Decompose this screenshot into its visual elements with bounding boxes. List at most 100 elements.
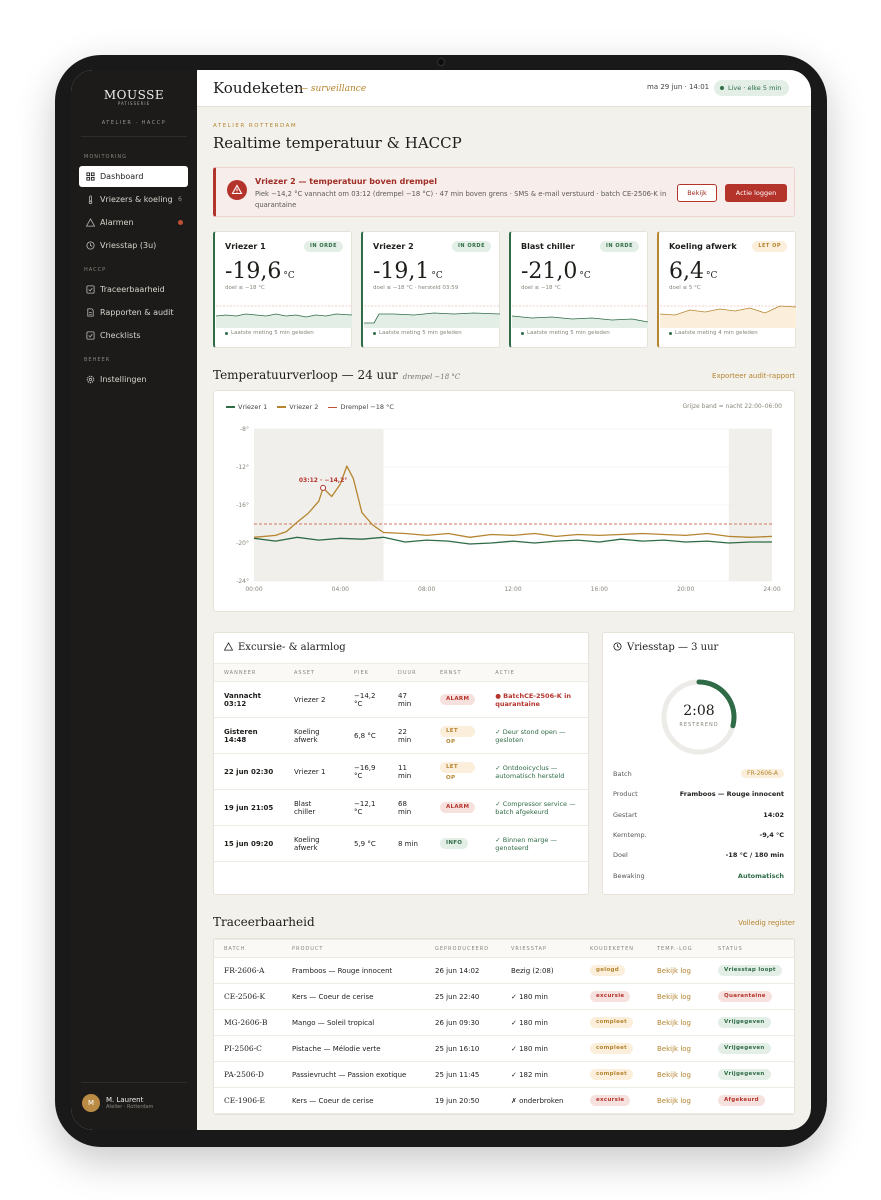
kpi-value-wrap: -19,6 °C: [225, 259, 295, 284]
freeze-row-label: Kerntemp.: [613, 830, 647, 839]
action-text: ✓ Deur stond open — gesloten: [495, 727, 566, 744]
table-row[interactable]: FR-2606-A Framboos — Rouge innocent 26 jun…: [214, 957, 794, 984]
alert-dot: [178, 220, 183, 225]
chart-legend: Vriezer 1 Vriezer 2 Drempel −18 °C: [226, 403, 394, 411]
kpi-target: doel ≤ −18 °C: [225, 285, 265, 291]
export-audit-link[interactable]: Exporteer audit-rapport: [712, 372, 795, 380]
view-button[interactable]: Bekijk: [677, 184, 717, 202]
alarm-log-card: Excursie- & alarmlog WANNEER ASSET PIEK DUU…: [213, 632, 589, 895]
status-badge: Vrijgegeven: [718, 1069, 771, 1080]
table-row[interactable]: Vannacht 03:12 Vriezer 2 −14,2 °C 47 min ALA…: [214, 681, 588, 718]
cell-when: Gisteren 14:48: [214, 717, 284, 754]
sidebar-item-alarmen[interactable]: Alarmen: [79, 212, 188, 233]
freeze-title-wrap: Vriesstap — 3 uur: [613, 642, 718, 653]
view-log-link[interactable]: Bekijk log: [657, 1096, 692, 1105]
gear-icon: [86, 375, 95, 384]
y-tick-label: -16°: [236, 502, 249, 509]
cell-produced: 25 jun 22:40: [425, 983, 501, 1010]
freeze-row: Batch FR-2606-A: [613, 769, 784, 778]
sidebar-item-label: Vriezers & koeling: [100, 195, 173, 204]
avatar: M: [82, 1094, 100, 1112]
chain-badge: excursie: [590, 991, 631, 1002]
status-badge: Afgekeurd: [718, 1095, 765, 1106]
page-title: Realtime temperatuur & HACCP: [213, 134, 462, 152]
table-row[interactable]: 15 jun 09:20 Koeling afwerk 5,9 °C 8 min INF…: [214, 825, 588, 862]
view-log-link[interactable]: Bekijk log: [657, 1044, 692, 1053]
full-register-link[interactable]: Volledig register: [738, 919, 795, 927]
status-badge: IN ORDE: [600, 241, 639, 252]
column-header: TEMP.-LOG: [647, 939, 708, 958]
table-row[interactable]: 19 jun 21:05 Blast chiller −12,1 °C 68 min A…: [214, 789, 588, 826]
table-row[interactable]: CE-2506-K Kers — Coeur de cerise 25 jun 22…: [214, 983, 794, 1010]
cell-cold-chain: compleet: [580, 1035, 647, 1062]
sidebar-item-instellingen[interactable]: Instellingen: [79, 369, 188, 390]
sidebar-item-vriezers[interactable]: Vriezers & koeling 6: [79, 189, 188, 210]
kpi-card-koeling-afwerk[interactable]: Koeling afwerk LET OP 6,4 °C doel ≤ 5 °C …: [657, 231, 796, 348]
kpi-card-vriezer-2[interactable]: Vriezer 2 IN ORDE -19,1 °C doel ≤ −18 °C …: [361, 231, 500, 348]
status-badge: Vrijgegeven: [718, 1017, 771, 1028]
cell-when: 22 jun 02:30: [214, 753, 284, 790]
sidebar-item-vriesstap[interactable]: Vriesstap (3u): [79, 235, 188, 256]
cell-produced: 25 jun 16:10: [425, 1035, 501, 1062]
view-log-link[interactable]: Bekijk log: [657, 1018, 692, 1027]
table-row[interactable]: Gisteren 14:48 Koeling afwerk 6,8 °C 22 min…: [214, 717, 588, 754]
cell-produced: 25 jun 11:45: [425, 1061, 501, 1088]
x-tick-label: 08:00: [418, 586, 435, 593]
cell-peak: 6,8 °C: [344, 717, 388, 754]
divider: [81, 136, 187, 137]
temperature-chart-card: Vriezer 1 Vriezer 2 Drempel −18 °C Grijz…: [213, 390, 795, 612]
chart-title: Temperatuurverloop — 24 uur: [213, 368, 398, 382]
table-row[interactable]: CE-1906-E Kers — Coeur de cerise 19 jun 20…: [214, 1087, 794, 1114]
kpi-card-vriezer-1[interactable]: Vriezer 1 IN ORDE -19,6 °C doel ≤ −18 °C …: [213, 231, 352, 348]
view-log-link[interactable]: Bekijk log: [657, 1070, 692, 1079]
status-badge: IN ORDE: [304, 241, 343, 252]
sidebar-item-label: Rapporten & audit: [100, 308, 174, 317]
series-line-2: [253, 465, 773, 538]
cell-action: ✓ Binnen marge — genoteerd: [485, 825, 588, 862]
cell-peak: −16,9 °C: [344, 753, 388, 790]
sidebar: MOUSSE PATISSERIE ATELIER · HACCP MONITO…: [71, 70, 197, 1130]
cell-batch: CE-1906-E: [214, 1087, 282, 1114]
brand-sub: ATELIER · HACCP: [101, 120, 167, 126]
column-header: PRODUCT: [282, 939, 425, 958]
user-profile[interactable]: M M. Laurent Atelier · Rotterdam: [82, 1094, 153, 1112]
kpi-value-wrap: -19,1 °C: [373, 259, 443, 284]
cell-status: Vrijgegeven: [708, 1061, 794, 1088]
cell-product: Framboos — Rouge innocent: [282, 957, 425, 984]
page-kicker: ATELIER ROTTERDAM: [213, 123, 298, 129]
kpi-unit: °C: [706, 271, 718, 281]
log-action-button[interactable]: Actie loggen: [725, 184, 787, 202]
kpi-card-blast-chiller[interactable]: Blast chiller IN ORDE -21,0 °C doel ≤ −18…: [509, 231, 648, 348]
alert-text: Piek −14,2 °C vannacht om 03:12 (drempel…: [255, 190, 667, 209]
cell-status: Vriesstap loopt: [708, 957, 794, 984]
section-haccp: HACCP: [84, 267, 107, 273]
sidebar-item-label: Traceerbaarheid: [100, 285, 165, 294]
severity-badge: ALARM: [440, 694, 476, 705]
cell-batch: FR-2606-A: [214, 957, 282, 984]
view-log-link[interactable]: Bekijk log: [657, 966, 692, 975]
sidebar-item-traceerbaarheid[interactable]: Traceerbaarheid: [79, 279, 188, 300]
cell-duration: 22 min: [388, 717, 430, 754]
section-monitoring: MONITORING: [84, 154, 128, 160]
table-row[interactable]: MG-2606-B Mango — Soleil tropical 26 jun 0…: [214, 1009, 794, 1036]
cell-freeze-step: ✓ 180 min: [501, 1035, 580, 1062]
cell-freeze-step: ✓ 180 min: [501, 983, 580, 1010]
alert-banner: Vriezer 2 — temperatuur boven drempel Pi…: [213, 167, 795, 217]
status-badge: IN ORDE: [452, 241, 491, 252]
brand-logo[interactable]: MOUSSE PATISSERIE ATELIER · HACCP: [71, 88, 197, 126]
table-row[interactable]: PI-2506-C Pistache — Mélodie verte 25 jun …: [214, 1035, 794, 1062]
freeze-row: Product Framboos — Rouge innocent: [613, 790, 784, 798]
table-row[interactable]: 22 jun 02:30 Vriezer 1 −16,9 °C 11 min LET O…: [214, 753, 588, 790]
series-line-1: [253, 536, 772, 545]
freeze-row-value: -18 °C / 180 min: [725, 851, 784, 860]
column-header: WANNEER: [214, 663, 284, 682]
sidebar-item-dashboard[interactable]: Dashboard: [79, 166, 188, 187]
view-log-link[interactable]: Bekijk log: [657, 992, 692, 1001]
sidebar-item-checklists[interactable]: Checklists: [79, 325, 188, 346]
sidebar-item-rapporten[interactable]: Rapporten & audit: [79, 302, 188, 323]
table-row[interactable]: PA-2506-D Passievrucht — Passion exotique…: [214, 1061, 794, 1088]
clock-icon: [86, 241, 95, 250]
kpi-value-wrap: 6,4 °C: [669, 259, 717, 284]
cell-asset: Blast chiller: [284, 789, 344, 826]
sidebar-item-label: Alarmen: [100, 218, 134, 227]
